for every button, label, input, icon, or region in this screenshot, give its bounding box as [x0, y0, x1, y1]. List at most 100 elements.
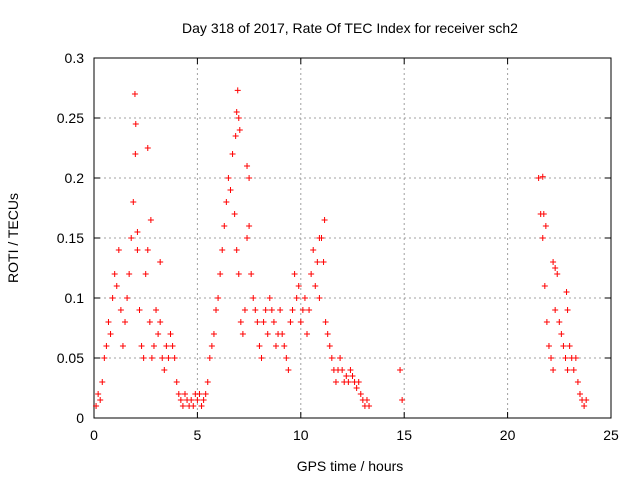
data-point — [281, 343, 288, 349]
data-point — [543, 319, 550, 325]
data-point — [215, 295, 222, 301]
data-point — [124, 295, 131, 301]
data-point — [157, 319, 164, 325]
data-point — [237, 319, 244, 325]
data-point — [148, 355, 155, 361]
data-point — [171, 355, 178, 361]
data-point — [202, 391, 209, 397]
data-point — [233, 109, 240, 115]
data-point — [558, 331, 565, 337]
data-points — [93, 87, 590, 409]
data-point — [314, 259, 321, 265]
data-point — [231, 211, 238, 217]
data-point — [260, 319, 267, 325]
data-point — [322, 319, 329, 325]
data-point — [308, 271, 315, 277]
data-point — [268, 307, 275, 313]
data-point — [540, 211, 547, 217]
data-point — [258, 355, 265, 361]
x-tick-label: 20 — [500, 427, 516, 443]
data-point — [161, 367, 168, 373]
data-point — [343, 373, 350, 379]
data-point — [142, 271, 149, 277]
y-axis: 0 0.05 0.1 0.15 0.2 0.25 0.3 — [57, 50, 611, 426]
data-point — [200, 397, 207, 403]
data-point — [321, 217, 328, 223]
data-point — [196, 391, 203, 397]
data-point — [111, 271, 118, 277]
data-point — [206, 355, 213, 361]
data-point — [213, 307, 220, 313]
data-point — [250, 295, 257, 301]
data-point — [131, 91, 138, 97]
data-point — [556, 319, 563, 325]
y-tick-label: 0.1 — [65, 290, 85, 306]
data-point — [227, 187, 234, 193]
data-point — [105, 319, 112, 325]
data-point — [306, 307, 313, 313]
data-point — [560, 343, 567, 349]
data-point — [563, 289, 570, 295]
data-point — [366, 403, 373, 409]
data-point — [179, 403, 186, 409]
y-tick-label: 0 — [76, 410, 84, 426]
data-point — [324, 331, 331, 337]
data-point — [107, 331, 114, 337]
data-point — [252, 307, 259, 313]
data-point — [99, 379, 106, 385]
data-point — [347, 367, 354, 373]
data-point — [570, 367, 577, 373]
data-point — [337, 355, 344, 361]
data-point — [545, 343, 552, 349]
y-tick-label: 0.15 — [57, 230, 84, 246]
x-tick-label: 0 — [90, 427, 98, 443]
data-point — [122, 319, 129, 325]
data-point — [295, 283, 302, 289]
data-point — [115, 247, 122, 253]
y-tick-label: 0.3 — [65, 50, 85, 66]
x-tick-label: 25 — [603, 427, 619, 443]
data-point — [232, 133, 239, 139]
data-point — [550, 367, 557, 373]
data-point — [138, 343, 145, 349]
data-point — [175, 391, 182, 397]
data-point — [130, 199, 137, 205]
data-point — [244, 235, 251, 241]
data-point — [291, 271, 298, 277]
data-point — [270, 319, 277, 325]
data-point — [246, 223, 253, 229]
data-point — [150, 343, 157, 349]
data-point — [217, 271, 224, 277]
data-point — [235, 115, 242, 121]
data-point — [188, 397, 195, 403]
data-point — [235, 271, 242, 277]
data-point — [256, 343, 263, 349]
y-axis-title: ROTI / TECUs — [5, 193, 21, 283]
data-point — [140, 355, 147, 361]
data-point — [297, 319, 304, 325]
data-point — [134, 247, 141, 253]
data-point — [95, 391, 102, 397]
data-point — [146, 319, 153, 325]
grid — [94, 58, 611, 418]
data-point — [397, 367, 404, 373]
data-point — [208, 343, 215, 349]
data-point — [229, 151, 236, 157]
data-point — [155, 331, 162, 337]
data-point — [287, 319, 294, 325]
data-point — [163, 343, 170, 349]
data-point — [97, 397, 104, 403]
data-point — [153, 307, 160, 313]
x-tick-label: 5 — [194, 427, 202, 443]
data-point — [126, 271, 133, 277]
data-point — [264, 331, 271, 337]
data-point — [181, 391, 188, 397]
data-point — [572, 355, 579, 361]
data-point — [272, 343, 279, 349]
data-point — [246, 175, 253, 181]
data-point — [134, 229, 141, 235]
data-point — [236, 127, 243, 133]
data-point — [564, 367, 571, 373]
data-point — [147, 217, 154, 223]
data-point — [349, 373, 356, 379]
